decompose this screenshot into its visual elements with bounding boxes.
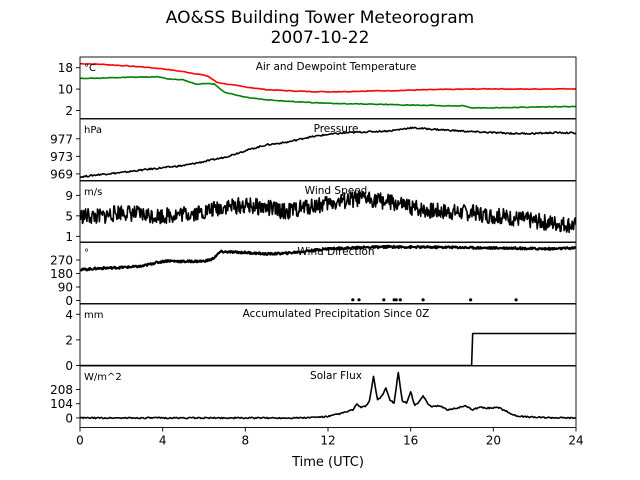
- y-tick-label: 2: [65, 104, 73, 118]
- panel-title: Wind Direction: [297, 246, 374, 258]
- y-tick-label: 90: [58, 281, 73, 295]
- y-tick-label: 1: [65, 230, 73, 244]
- y-tick-label: 0: [65, 411, 73, 425]
- panel-plot-area: [80, 332, 576, 366]
- panel-frame: [79, 303, 577, 366]
- panel-pressure: 969 973 977 hPa Pressure: [50, 118, 577, 181]
- panel-title: Accumulated Precipitation Since 0Z: [243, 308, 430, 320]
- series-line: [80, 126, 576, 179]
- y-tick-label: 977: [50, 132, 73, 146]
- y-tick-label: 5: [65, 209, 73, 223]
- panel-plot-area: [80, 62, 576, 109]
- panel-frame: [79, 241, 577, 304]
- panel-unit: °: [84, 248, 89, 259]
- data-point: [398, 298, 402, 302]
- x-tick-label: 24: [568, 434, 583, 448]
- panel-title: Wind Speed: [305, 185, 368, 197]
- series-line: [80, 244, 576, 272]
- panel-unit: W/m^2: [84, 372, 122, 383]
- panel-unit: m/s: [84, 187, 102, 198]
- y-tick-label: 969: [50, 167, 73, 181]
- x-tick-label: 0: [76, 434, 84, 448]
- figure-title: AO&SS Building Tower Meteorogram: [165, 8, 475, 28]
- series-line: [80, 332, 576, 366]
- panel-plot-area: [80, 371, 576, 420]
- data-point: [351, 298, 355, 302]
- data-point: [421, 298, 425, 302]
- x-axis: 0 4 8 12 16 20 24: [76, 427, 584, 448]
- panel-plot-area: [80, 126, 576, 179]
- y-tick-label: 180: [50, 267, 73, 281]
- data-point: [357, 298, 361, 302]
- panel-frame: [79, 180, 577, 243]
- panel-frame: [79, 56, 577, 119]
- series-line: [80, 62, 576, 93]
- panel-title: Solar Flux: [310, 370, 362, 382]
- panel-plot-area: [80, 244, 576, 302]
- x-tick-label: 4: [159, 434, 167, 448]
- panel-precipitation: 0 2 4 mm Accumulated Precipitation Since 0Z: [65, 303, 577, 373]
- x-tick-label: 16: [403, 434, 418, 448]
- y-tick-label: 10: [58, 83, 73, 97]
- panel-unit: °C: [84, 63, 96, 74]
- series-line: [80, 75, 576, 109]
- y-tick-label: 0: [65, 359, 73, 373]
- panel-frame: [79, 118, 577, 181]
- panel-plot-area: [80, 191, 576, 234]
- x-axis-label: Time (UTC): [291, 455, 364, 470]
- panel-title: Air and Dewpoint Temperature: [256, 61, 417, 73]
- panel-temperature: 2 10 18 °C Air and Dewpoint Temperature: [58, 56, 577, 119]
- y-tick-label: 0: [65, 294, 73, 308]
- y-tick-label: 973: [50, 150, 73, 164]
- panel-unit: hPa: [84, 125, 102, 136]
- panel-unit: mm: [84, 310, 103, 321]
- data-point: [382, 298, 386, 302]
- series-line: [80, 371, 576, 420]
- y-tick-label: 104: [50, 397, 73, 411]
- panel-title: Pressure: [314, 123, 359, 135]
- y-tick-label: 18: [58, 61, 73, 75]
- x-tick-label: 8: [242, 434, 250, 448]
- y-tick-label: 2: [65, 333, 73, 347]
- series-line: [80, 191, 576, 234]
- data-point: [394, 298, 398, 302]
- y-tick-label: 9: [65, 189, 73, 203]
- y-tick-label: 4: [65, 308, 73, 322]
- panel-wind_speed: 1 5 9 m/s Wind Speed: [65, 180, 577, 244]
- y-tick-label: 208: [50, 383, 73, 397]
- figure-subtitle: 2007-10-22: [270, 28, 370, 48]
- x-tick-label: 12: [320, 434, 335, 448]
- y-tick-label: 270: [50, 254, 73, 268]
- data-point: [514, 298, 518, 302]
- data-point: [469, 298, 473, 302]
- x-tick-label: 20: [486, 434, 501, 448]
